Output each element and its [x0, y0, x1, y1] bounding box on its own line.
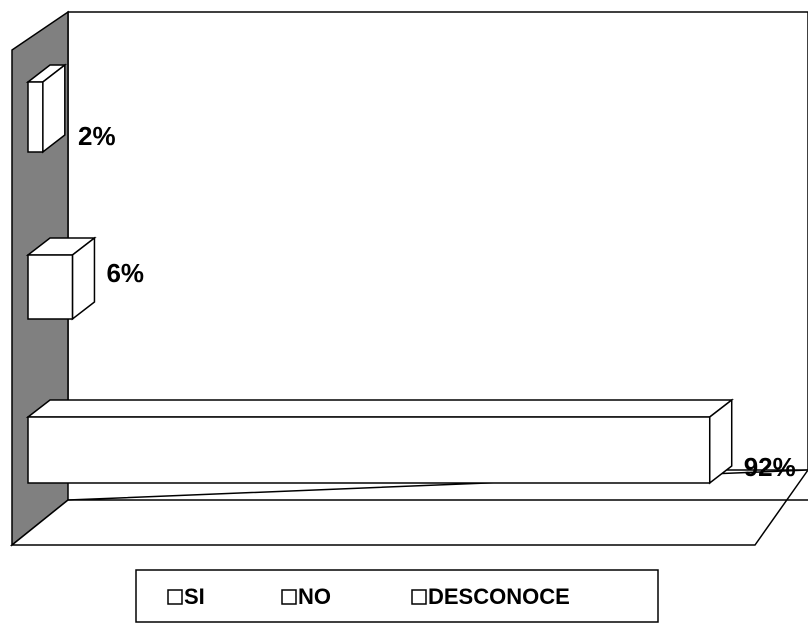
legend-swatch [411, 589, 427, 605]
data-label: 92% [744, 452, 796, 482]
bar [27, 81, 44, 153]
bar [27, 416, 711, 484]
legend-label: SI [184, 584, 205, 609]
bar [27, 254, 74, 320]
data-label: 6% [106, 258, 144, 288]
legend-swatch [281, 589, 297, 605]
legend-swatch [167, 589, 183, 605]
legend-label: DESCONOCE [428, 584, 570, 609]
bar-top [25, 399, 734, 418]
legend-box [135, 569, 659, 623]
legend-label: NO [298, 584, 331, 609]
data-label: 2% [78, 121, 116, 151]
floor [9, 469, 808, 546]
